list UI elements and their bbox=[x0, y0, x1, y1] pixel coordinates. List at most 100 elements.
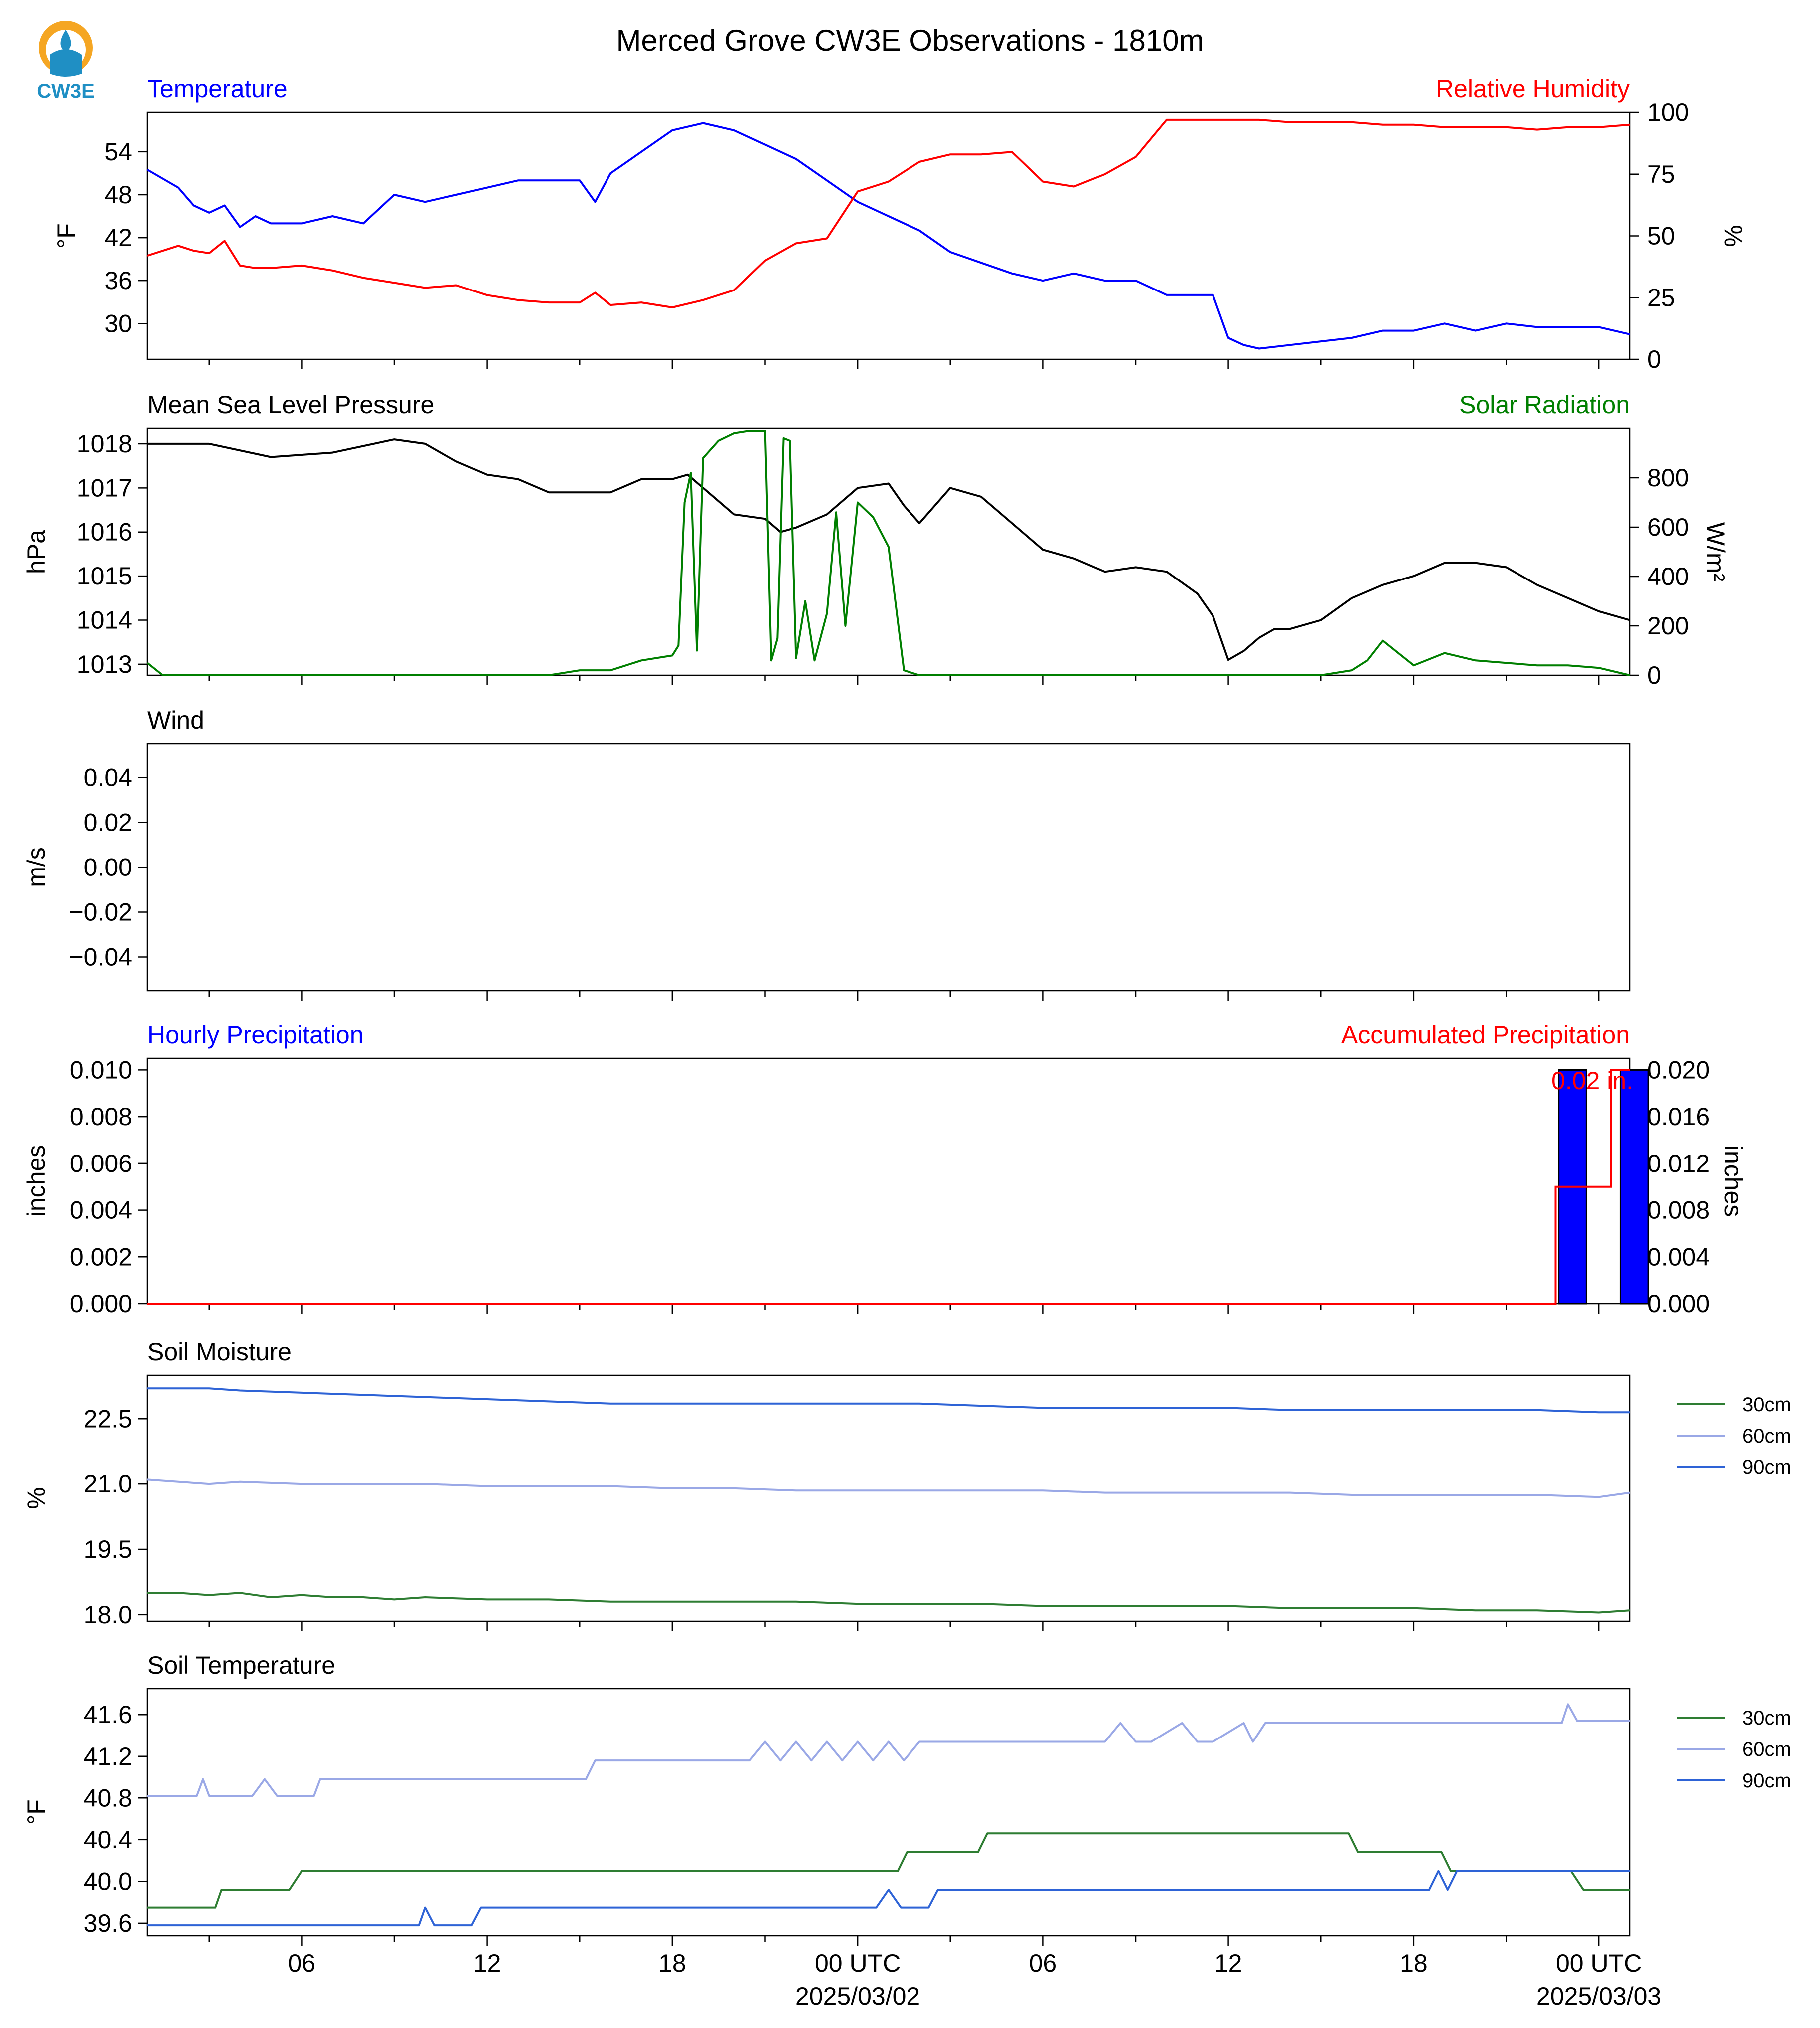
y-axis-label-right: W/m² bbox=[1702, 522, 1730, 581]
y-tick-label: 0.004 bbox=[70, 1196, 132, 1224]
y-tick-label-right: 0.000 bbox=[1647, 1290, 1710, 1318]
y-tick-label: 40.8 bbox=[84, 1784, 132, 1812]
x-tick-label: 18 bbox=[658, 1949, 686, 1977]
panel-title-left: Hourly Precipitation bbox=[147, 1021, 364, 1049]
y-tick-label: 1015 bbox=[77, 562, 132, 590]
y-tick-label-right: 200 bbox=[1647, 612, 1689, 640]
y-tick-label: 0.000 bbox=[70, 1290, 132, 1318]
panel-title-right: Accumulated Precipitation bbox=[1341, 1021, 1630, 1049]
y-tick-label: 1013 bbox=[77, 650, 132, 678]
y-tick-label-right: 400 bbox=[1647, 563, 1689, 590]
y-tick-label-right: 0.020 bbox=[1647, 1056, 1710, 1084]
x-tick-label: 06 bbox=[1029, 1949, 1057, 1977]
y-tick-label: 0.008 bbox=[70, 1103, 132, 1131]
y-tick-label: 0.002 bbox=[70, 1243, 132, 1271]
panel-1: Temperature Relative Humidity 30 36 42 48 54 °F… bbox=[52, 75, 1747, 373]
panel-title-left: Wind bbox=[147, 706, 204, 734]
y-tick-label-right: 0 bbox=[1647, 345, 1661, 373]
figure-title: Merced Grove CW3E Observations - 1810m bbox=[616, 24, 1204, 57]
accumulated-annotation: 0.02 in. bbox=[1551, 1067, 1633, 1095]
series-line-60cm bbox=[147, 1703, 1630, 1797]
y-tick-label: 1014 bbox=[77, 606, 132, 634]
x-tick-label: 00 UTC bbox=[815, 1949, 901, 1977]
legend-label-30cm: 30cm bbox=[1742, 1707, 1791, 1729]
y-tick-label-right: 75 bbox=[1647, 160, 1675, 188]
series-line-90cm bbox=[147, 1387, 1630, 1414]
y-tick-label: 54 bbox=[104, 138, 132, 166]
legend-label-90cm: 90cm bbox=[1742, 1456, 1791, 1478]
panel-5: Soil Moisture 18.0 19.5 21.0 22.5% 30cm 60cm 90… bbox=[22, 1338, 1791, 1631]
panel-title-left: Soil Temperature bbox=[147, 1651, 335, 1679]
panel-4: Hourly Precipitation Accumulated Precipit… bbox=[22, 1021, 1747, 1318]
y-tick-label: −0.02 bbox=[69, 898, 132, 926]
y-tick-label: 0.04 bbox=[84, 764, 132, 792]
x-tick-label: 00 UTC bbox=[1556, 1949, 1642, 1977]
y-axis-label: inches bbox=[22, 1145, 50, 1217]
panels: Temperature Relative Humidity 30 36 42 48 54 °F… bbox=[22, 75, 1791, 2010]
logo-water-icon bbox=[50, 49, 82, 77]
plot-frame bbox=[146, 1688, 1631, 1937]
series-line-right bbox=[146, 430, 1630, 676]
accumulated-line bbox=[147, 1069, 1630, 1305]
y-axis-label: hPa bbox=[22, 530, 50, 574]
precip-bar bbox=[1619, 1069, 1649, 1305]
y-tick-label: 48 bbox=[104, 181, 132, 209]
y-tick-label-right: 600 bbox=[1647, 513, 1689, 541]
y-axis-label: °F bbox=[52, 223, 80, 249]
legend-label-60cm: 60cm bbox=[1742, 1425, 1791, 1447]
y-axis-label-right: inches bbox=[1719, 1145, 1747, 1217]
y-tick-label-right: 0.016 bbox=[1647, 1103, 1710, 1131]
y-tick-label: 18.0 bbox=[84, 1601, 132, 1629]
series-line-30cm bbox=[147, 1592, 1630, 1614]
y-tick-label-right: 0 bbox=[1647, 661, 1661, 689]
y-axis-label-right: % bbox=[1719, 225, 1747, 247]
y-tick-label: 41.6 bbox=[84, 1701, 132, 1729]
logo-text: CW3E bbox=[37, 80, 95, 102]
y-axis-label: % bbox=[22, 1487, 50, 1509]
x-date-label: 2025/03/02 bbox=[795, 1982, 920, 2010]
y-tick-label: 0.02 bbox=[84, 809, 132, 837]
y-tick-label: 19.5 bbox=[84, 1535, 132, 1563]
y-tick-label: 40.0 bbox=[84, 1867, 132, 1895]
x-date-label: 2025/03/03 bbox=[1536, 1982, 1661, 2010]
panel-3: Wind −0.04 −0.02 0.00 0.02 0.04 m/s bbox=[22, 706, 1631, 1001]
y-tick-label: 1018 bbox=[77, 430, 132, 458]
series-line-left bbox=[147, 438, 1630, 661]
panel-title-left: Mean Sea Level Pressure bbox=[147, 391, 434, 419]
legend-label-60cm: 60cm bbox=[1742, 1738, 1791, 1760]
y-tick-label-right: 800 bbox=[1647, 464, 1689, 492]
y-tick-label-right: 50 bbox=[1647, 222, 1675, 250]
series-line-left bbox=[146, 122, 1630, 350]
x-axis-labels: 06 12 18 00 UTC 06 12 18 00 UTC 2025/03/02 2025/0… bbox=[288, 1949, 1662, 2010]
y-tick-label: 22.5 bbox=[84, 1405, 132, 1433]
y-tick-label: 40.4 bbox=[84, 1826, 132, 1854]
y-tick-label-right: 25 bbox=[1647, 284, 1675, 311]
y-tick-label-right: 0.012 bbox=[1647, 1150, 1710, 1177]
x-tick-label: 12 bbox=[473, 1949, 501, 1977]
legend-label-30cm: 30cm bbox=[1742, 1394, 1791, 1416]
series-line-right bbox=[147, 118, 1630, 308]
plot-frame bbox=[146, 1374, 1631, 1622]
legend-label-90cm: 90cm bbox=[1742, 1770, 1791, 1792]
panel-2: Mean Sea Level Pressure Solar Radiation 10… bbox=[22, 391, 1730, 689]
y-tick-label-right: 0.008 bbox=[1647, 1196, 1710, 1224]
y-tick-label: 0.00 bbox=[84, 854, 132, 881]
panel-title-right: Relative Humidity bbox=[1436, 75, 1630, 103]
y-tick-label: 36 bbox=[104, 267, 132, 294]
y-tick-label-right: 100 bbox=[1647, 98, 1689, 126]
y-axis-label: °F bbox=[22, 1799, 50, 1825]
x-tick-label: 12 bbox=[1214, 1949, 1242, 1977]
cw3e-logo: CW3E bbox=[37, 21, 95, 102]
y-tick-label: 0.010 bbox=[70, 1056, 132, 1084]
y-tick-label: 39.6 bbox=[84, 1909, 132, 1937]
series-line-90cm bbox=[147, 1870, 1630, 1927]
series-line-60cm bbox=[147, 1478, 1630, 1498]
y-tick-label: 42 bbox=[104, 224, 132, 252]
panel-title-left: Temperature bbox=[147, 75, 288, 103]
panel-title-right: Solar Radiation bbox=[1459, 391, 1630, 419]
logo-drop-icon bbox=[60, 30, 71, 52]
y-axis-label: m/s bbox=[22, 847, 50, 887]
y-tick-label: 1017 bbox=[77, 474, 132, 502]
